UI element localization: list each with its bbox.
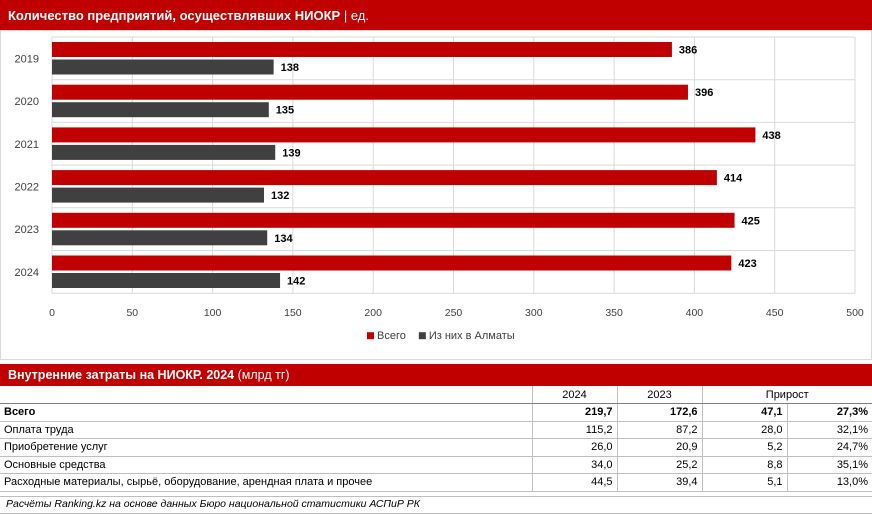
x-tick-label: 0: [49, 307, 55, 319]
table-title: Внутренние затраты на НИОКР. 2024: [8, 368, 235, 382]
data-label: 134: [274, 233, 293, 245]
bar-almaty: [52, 187, 264, 203]
y-tick-label: 2024: [15, 267, 39, 279]
table-row: Всего 219,7 172,6 47,1 27,3%: [0, 403, 872, 422]
bar-almaty: [52, 144, 276, 160]
y-tick-label: 2022: [15, 181, 39, 193]
value-2024: 34,0: [531, 456, 617, 474]
value-2023: 25,2: [616, 456, 702, 474]
data-label: 132: [271, 190, 289, 202]
row-label: Основные средства: [0, 456, 532, 474]
value-2024: 115,2: [531, 421, 617, 439]
y-tick-label: 2019: [15, 53, 39, 65]
bar-total: [52, 127, 756, 143]
table-row: Оплата труда 115,2 87,2 28,0 32,1%: [0, 421, 872, 439]
row-label: Расходные материалы, сырьё, оборудование…: [0, 473, 532, 492]
header-2024: 2024: [531, 386, 617, 404]
legend-swatch: [367, 332, 374, 340]
bar-total: [52, 255, 732, 271]
growth-pct: 35,1%: [786, 456, 872, 474]
table-title-bar: Внутренние затраты на НИОКР. 2024 (млрд …: [0, 364, 872, 386]
bar-almaty: [52, 230, 268, 246]
header-2023: 2023: [616, 386, 702, 404]
data-label: 423: [738, 258, 756, 270]
x-tick-label: 450: [766, 307, 784, 319]
table-row: Приобретение услуг 26,0 20,9 5,2 24,7%: [0, 438, 872, 457]
value-2024: 26,0: [531, 438, 617, 457]
data-label: 425: [742, 215, 760, 227]
legend-label: Всего: [377, 330, 406, 342]
value-2023: 39,4: [616, 473, 702, 492]
chart-title: Количество предприятий, осуществлявших Н…: [8, 8, 341, 23]
x-tick-label: 150: [284, 307, 302, 319]
bar-total: [52, 170, 717, 186]
value-2023: 172,6: [616, 403, 702, 422]
y-tick-label: 2021: [15, 139, 39, 151]
growth-pct: 24,7%: [786, 438, 872, 457]
growth-pct: 27,3%: [786, 403, 872, 422]
x-tick-label: 350: [605, 307, 623, 319]
x-tick-label: 500: [846, 307, 864, 319]
growth-abs: 5,2: [701, 438, 787, 457]
bar-total: [52, 212, 735, 228]
y-tick-label: 2020: [15, 96, 39, 108]
growth-abs: 5,1: [701, 473, 787, 492]
data-label: 386: [679, 45, 697, 57]
bar-almaty: [52, 59, 274, 75]
growth-abs: 8,8: [701, 456, 787, 474]
data-label: 138: [281, 62, 299, 74]
data-label: 414: [724, 173, 743, 185]
chart-unit: | ед.: [343, 8, 369, 23]
y-tick-label: 2023: [15, 224, 39, 236]
x-tick-label: 100: [204, 307, 222, 319]
bar-total: [52, 84, 688, 100]
data-label: 438: [762, 130, 780, 142]
row-label: Оплата труда: [0, 421, 532, 439]
growth-abs: 28,0: [701, 421, 787, 439]
x-tick-label: 50: [126, 307, 138, 319]
data-label: 396: [695, 87, 713, 99]
x-tick-label: 250: [445, 307, 463, 319]
data-label: 139: [282, 147, 300, 159]
growth-abs: 47,1: [701, 403, 787, 422]
chart-panel: 2019 386 138 2020 396 135 2021 438 139 2022 414 132…: [0, 30, 872, 360]
row-label: Приобретение услуг: [0, 438, 532, 457]
value-2023: 20,9: [616, 438, 702, 457]
legend-label: Из них в Алматы: [429, 330, 515, 342]
growth-pct: 32,1%: [786, 421, 872, 439]
data-label: 135: [276, 105, 294, 117]
value-2023: 87,2: [616, 421, 702, 439]
x-tick-label: 300: [525, 307, 543, 319]
legend-swatch: [418, 332, 426, 340]
x-tick-label: 400: [686, 307, 704, 319]
table-header-row: 2024 2023 Прирост: [0, 386, 872, 404]
value-2024: 219,7: [531, 403, 617, 422]
row-label: Всего: [0, 403, 532, 422]
header-growth: Прирост: [701, 386, 872, 404]
table-title-unit: (млрд тг): [237, 368, 290, 382]
x-tick-label: 200: [364, 307, 382, 319]
chart-title-bar: Количество предприятий, осуществлявших Н…: [0, 0, 872, 30]
data-label: 142: [287, 276, 305, 288]
value-2024: 44,5: [531, 473, 617, 492]
table-row: Расходные материалы, сырьё, оборудование…: [0, 473, 872, 492]
bar-almaty: [52, 273, 281, 288]
growth-pct: 13,0%: [786, 473, 872, 492]
source-note: Расчёты Ranking.kz на основе данных Бюро…: [0, 496, 872, 514]
bar-total: [52, 42, 672, 57]
rnd-costs-table: 2024 2023 Прирост Всего 219,7 172,6 47,1 27,…: [0, 386, 872, 492]
bar-almaty: [52, 102, 269, 118]
table-row: Основные средства 34,0 25,2 8,8 35,1%: [0, 456, 872, 474]
enterprises-bar-chart: 2019 386 138 2020 396 135 2021 438 139 2022 414 132…: [15, 36, 864, 342]
